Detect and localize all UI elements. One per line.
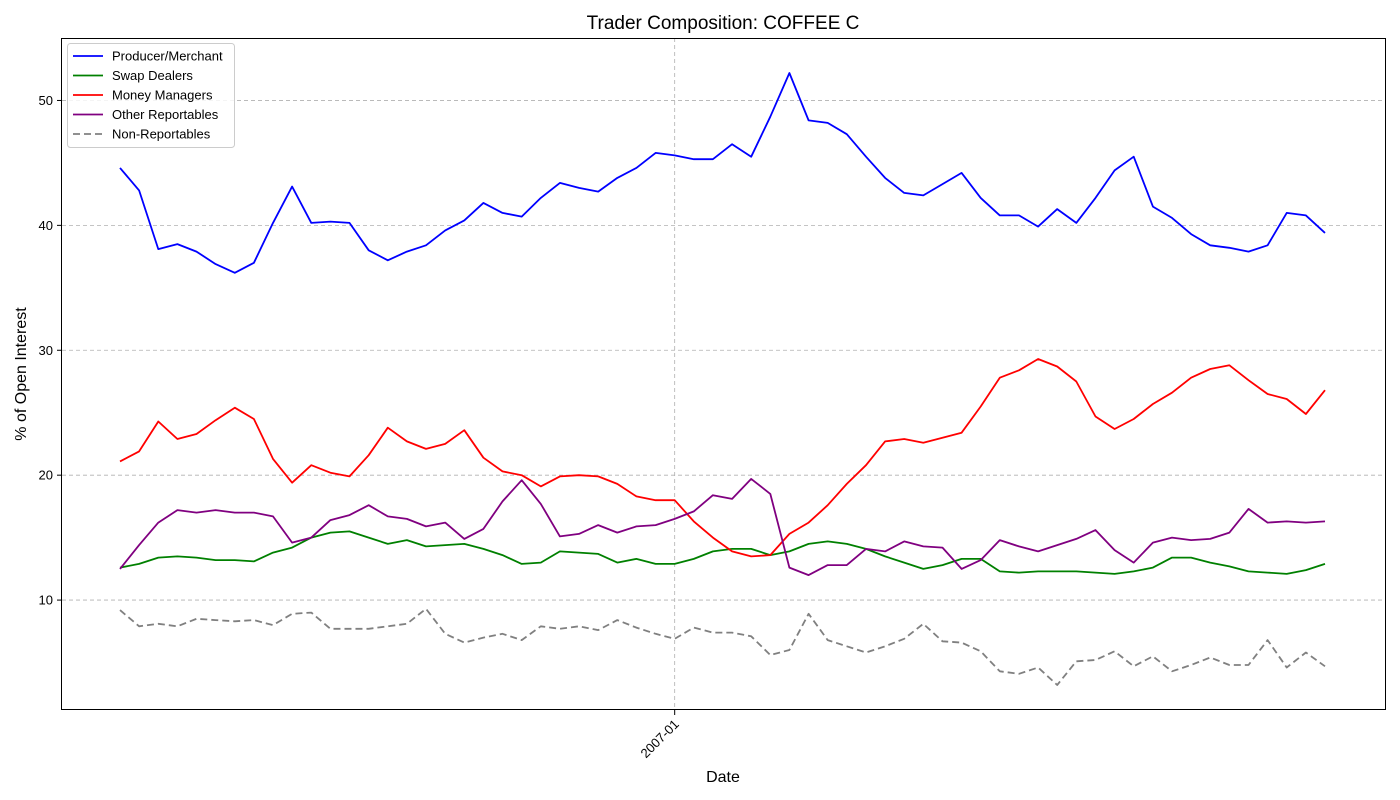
y-tick-label: 40 bbox=[39, 218, 53, 233]
legend-box bbox=[67, 43, 235, 148]
legend-label: Money Managers bbox=[112, 88, 213, 103]
x-axis-label: Date bbox=[706, 769, 740, 786]
series-line-producer-merchant bbox=[119, 72, 1326, 274]
y-tick-label: 10 bbox=[39, 593, 53, 608]
series-lines bbox=[119, 72, 1326, 686]
legend: Producer/Merchant Swap Dealers Money Manag… bbox=[67, 43, 235, 148]
y-tick-label: 50 bbox=[39, 93, 53, 108]
series-line-other-reportables bbox=[119, 477, 1326, 576]
legend-label: Swap Dealers bbox=[112, 68, 193, 83]
series-line-money-managers bbox=[119, 358, 1326, 558]
plot-frame bbox=[61, 38, 1386, 710]
series-line-non-reportables bbox=[119, 607, 1326, 686]
chart-title: Trader Composition: COFFEE C bbox=[587, 13, 860, 34]
legend-label: Other Reportables bbox=[112, 107, 219, 122]
grid bbox=[62, 38, 1386, 710]
y-axis-label: % of Open Interest bbox=[13, 307, 30, 441]
y-tick-label: 30 bbox=[39, 343, 53, 358]
y-tick-label: 20 bbox=[39, 468, 53, 483]
legend-label: Producer/Merchant bbox=[112, 49, 223, 64]
series-line-swap-dealers bbox=[119, 530, 1326, 575]
legend-label: Non-Reportables bbox=[112, 127, 211, 142]
